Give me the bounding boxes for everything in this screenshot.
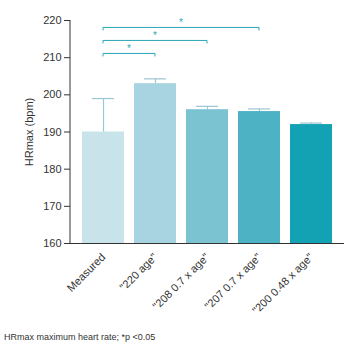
svg-text:220: 220 — [43, 14, 61, 26]
svg-text:*: * — [127, 43, 131, 54]
svg-text:HRmax (bpm): HRmax (bpm) — [23, 98, 35, 166]
svg-text:170: 170 — [43, 200, 61, 212]
svg-text:*: * — [179, 17, 183, 28]
svg-text:Measured: Measured — [64, 251, 107, 294]
svg-text:"207 0.7 x age": "207 0.7 x age" — [202, 250, 264, 312]
svg-text:210: 210 — [43, 51, 61, 63]
svg-text:"200 0.48 x age": "200 0.48 x age" — [250, 251, 316, 317]
svg-text:190: 190 — [43, 126, 61, 138]
svg-text:180: 180 — [43, 163, 61, 175]
html-text:HRmax maximum heart rate; *p <: HRmax maximum heart rate; *p <0.05 — [4, 332, 156, 342]
svg-text:"208 0.7 x age": "208 0.7 x age" — [150, 250, 212, 312]
svg-text:200: 200 — [43, 88, 61, 100]
svg-text:*: * — [153, 30, 157, 41]
svg-text:160: 160 — [43, 237, 61, 249]
svg-text:"220 age": "220 age" — [117, 251, 159, 293]
